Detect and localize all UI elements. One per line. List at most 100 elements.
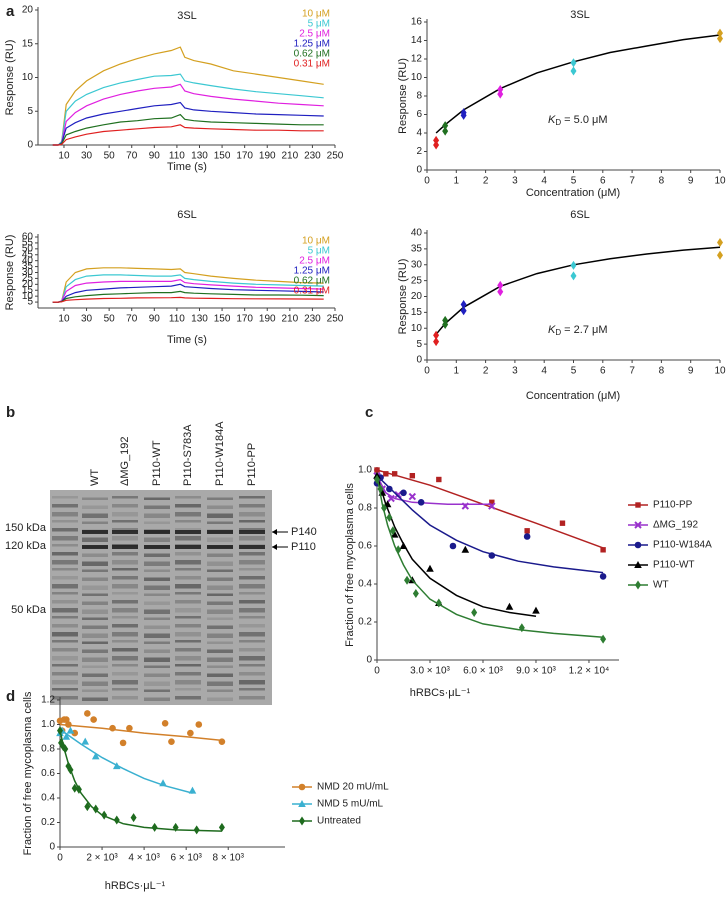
legend-marker bbox=[634, 561, 642, 568]
gel-band bbox=[239, 696, 265, 700]
point bbox=[417, 499, 425, 506]
point bbox=[497, 287, 504, 297]
x-tick-label: 10 bbox=[714, 366, 726, 377]
gel-band bbox=[207, 513, 233, 518]
series-line bbox=[52, 278, 324, 303]
point bbox=[193, 825, 200, 835]
point bbox=[717, 250, 723, 260]
gel-band bbox=[207, 593, 233, 596]
gel-band bbox=[112, 528, 138, 532]
x-tick-label: 210 bbox=[281, 151, 298, 162]
point bbox=[449, 542, 457, 550]
panel-label: c bbox=[365, 404, 373, 421]
y-tick-label: 20 bbox=[22, 279, 34, 290]
x-tick-label: 0 bbox=[374, 666, 380, 677]
y-tick-label: 14 bbox=[411, 35, 423, 46]
gel-band bbox=[175, 552, 201, 556]
gel-band bbox=[112, 648, 138, 652]
y-axis-label: Response (RU) bbox=[397, 259, 409, 335]
y-tick-label: 50 bbox=[22, 243, 34, 254]
y-tick-label: 5 bbox=[27, 106, 33, 117]
gel-band bbox=[112, 584, 138, 589]
gel-band bbox=[144, 569, 170, 572]
point bbox=[600, 547, 606, 553]
y-tick-label: 0.4 bbox=[358, 579, 372, 590]
gel-band bbox=[52, 656, 78, 661]
chart: 0 5 10 15 20 10 30 50 70 90 110 130 150 170 190 210 230 2… bbox=[4, 5, 344, 173]
x-tick-label: 170 bbox=[236, 314, 253, 325]
gel-band bbox=[207, 601, 233, 605]
point bbox=[374, 467, 380, 473]
gel-band bbox=[52, 640, 78, 643]
gel-band bbox=[112, 632, 138, 637]
x-tick-label: 250 bbox=[327, 314, 344, 325]
y-axis-label: Fraction of free mycoplasma cells bbox=[344, 483, 356, 647]
gel-band bbox=[52, 504, 78, 508]
x-tick-label: 30 bbox=[81, 151, 93, 162]
y-tick-label: 5 bbox=[416, 339, 422, 350]
series-line bbox=[52, 296, 324, 303]
gel-band bbox=[82, 617, 108, 620]
gel-band bbox=[207, 553, 233, 557]
gel-band bbox=[207, 561, 233, 566]
series-line bbox=[52, 267, 324, 303]
gel-band bbox=[82, 545, 108, 549]
point bbox=[92, 804, 99, 814]
x-tick-label: 3.0 × 10³ bbox=[410, 666, 450, 677]
fit-line bbox=[435, 34, 721, 134]
annotation: KD = 5.0 μM bbox=[548, 114, 608, 127]
x-tick-label: 230 bbox=[304, 151, 321, 162]
x-axis-label: Time (s) bbox=[167, 161, 207, 173]
gel-band bbox=[112, 656, 138, 661]
legend-label: 10 μM bbox=[302, 236, 330, 247]
gel-band bbox=[144, 609, 170, 614]
gel-band bbox=[112, 680, 138, 685]
gel-band bbox=[207, 585, 233, 590]
x-tick-label: 110 bbox=[169, 314, 185, 325]
y-axis-label: Response (RU) bbox=[4, 235, 16, 311]
gel-band bbox=[144, 497, 170, 500]
y-axis-label: Fraction of free mycoplasma cells bbox=[22, 691, 34, 855]
legend-marker bbox=[298, 783, 306, 791]
x-tick-label: 230 bbox=[304, 314, 321, 325]
gel-band bbox=[112, 530, 138, 534]
gel-band bbox=[239, 536, 265, 541]
gel-band bbox=[52, 624, 78, 628]
series-line bbox=[52, 290, 324, 303]
y-tick-label: 60 bbox=[22, 232, 34, 243]
gel-band bbox=[52, 528, 78, 532]
x-axis-label: hRBCs·μL⁻¹ bbox=[410, 687, 471, 699]
point bbox=[109, 724, 116, 732]
x-tick-label: 5 bbox=[571, 176, 577, 187]
x-tick-label: 9 bbox=[688, 176, 694, 187]
point bbox=[383, 471, 389, 477]
gel-band bbox=[207, 569, 233, 572]
point bbox=[151, 822, 158, 832]
gel-band bbox=[207, 673, 233, 677]
point bbox=[523, 533, 531, 540]
x-tick-label: 7 bbox=[629, 176, 635, 187]
gel-band bbox=[52, 496, 78, 499]
point bbox=[91, 752, 100, 760]
legend-marker bbox=[635, 502, 641, 508]
point bbox=[218, 738, 226, 745]
y-tick-label: 40 bbox=[411, 228, 423, 239]
gel-band bbox=[239, 504, 265, 508]
point bbox=[159, 779, 167, 787]
y-tick-label: 0.2 bbox=[358, 617, 372, 628]
legend-label: 2.5 μM bbox=[299, 29, 330, 40]
y-tick-label: 25 bbox=[22, 273, 34, 284]
x-tick-label: 170 bbox=[236, 151, 253, 162]
x-tick-label: 1.2 × 10⁴ bbox=[569, 666, 610, 677]
legend-label: NMD 5 mU/mL bbox=[317, 799, 384, 810]
x-tick-label: 90 bbox=[149, 151, 161, 162]
point bbox=[518, 623, 525, 633]
chart: 0 0.2 0.4 0.6 0.8 1.0 0 3.0 × 10³ 6.0 × 10³ 9.0 ×… bbox=[344, 465, 712, 699]
gel-band bbox=[175, 560, 201, 565]
point bbox=[409, 473, 416, 479]
marker-label: 50 kDa bbox=[11, 604, 47, 616]
arrow-head bbox=[272, 529, 277, 535]
gel-band bbox=[207, 681, 233, 686]
point bbox=[377, 484, 384, 494]
